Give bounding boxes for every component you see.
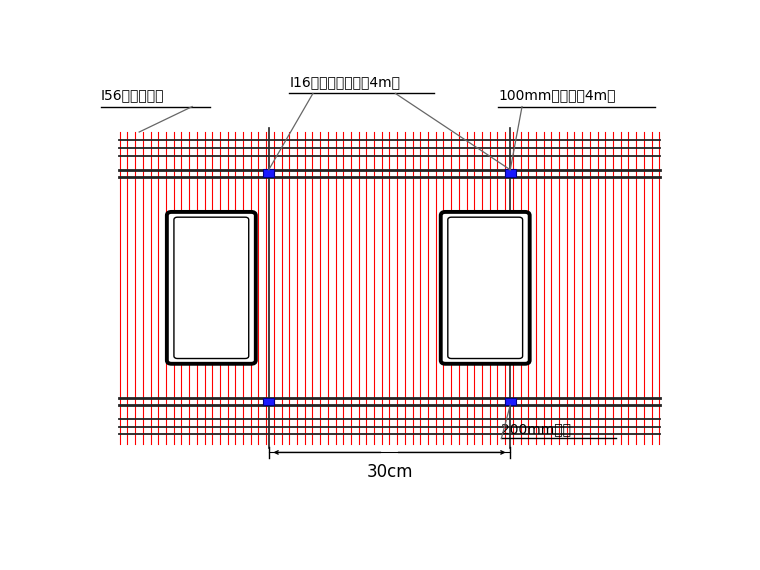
- Text: 200mm砂箱: 200mm砂箱: [502, 422, 572, 435]
- FancyBboxPatch shape: [448, 217, 523, 359]
- Bar: [172, 215, 251, 360]
- Bar: [264, 398, 274, 405]
- Text: I56工字钢主梁: I56工字钢主梁: [101, 88, 164, 102]
- Text: 30cm: 30cm: [366, 463, 413, 482]
- Text: 100mm穿心棒（4m）: 100mm穿心棒（4m）: [499, 88, 616, 102]
- FancyBboxPatch shape: [441, 212, 530, 364]
- Bar: [505, 169, 515, 177]
- Bar: [264, 169, 274, 177]
- Bar: [445, 215, 525, 360]
- FancyBboxPatch shape: [174, 217, 249, 359]
- Text: I16工字钢分配梁（4m）: I16工字钢分配梁（4m）: [290, 75, 401, 89]
- Bar: [505, 398, 515, 405]
- FancyBboxPatch shape: [167, 212, 256, 364]
